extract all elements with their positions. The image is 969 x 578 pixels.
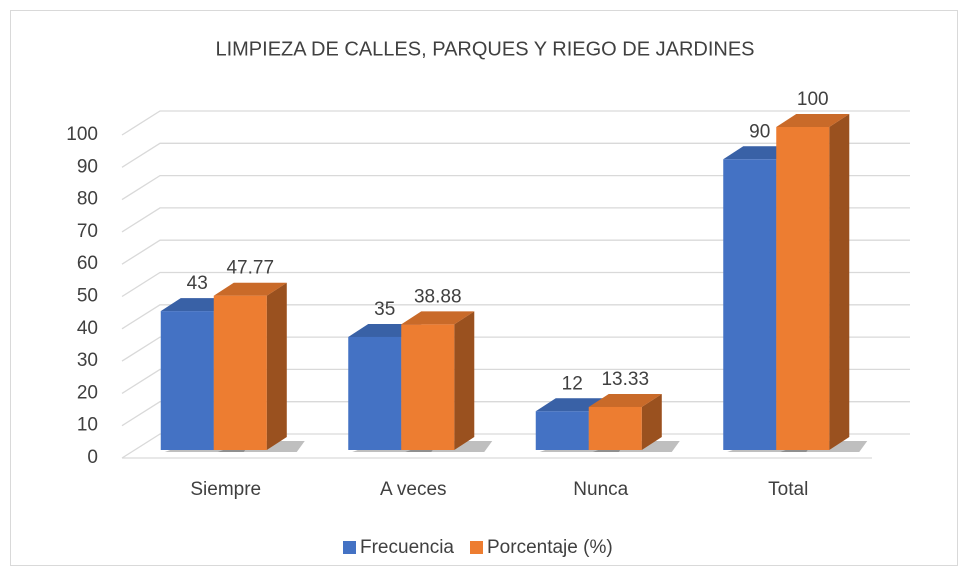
bar-side-shade: [641, 393, 662, 450]
bar: [348, 336, 402, 450]
y-tick-label: 100: [66, 124, 98, 145]
data-label: 38.88: [414, 286, 462, 307]
bar-top-shade: [776, 114, 850, 127]
bar-side-shade: [454, 311, 475, 450]
legend-swatch: [470, 541, 483, 554]
y-tick-label: 10: [77, 415, 98, 436]
y-tick-label: 60: [77, 253, 98, 274]
bar: [535, 411, 589, 450]
y-tick-label: 40: [77, 318, 98, 339]
y-tick-label: 80: [77, 189, 98, 210]
x-tick-label: Nunca: [573, 479, 628, 500]
bar-top: [776, 114, 850, 127]
bar: [401, 324, 455, 450]
bar-top: [401, 311, 475, 325]
grid-line: [121, 368, 910, 394]
x-tick-label: A veces: [380, 479, 447, 500]
bar-top-shade: [588, 393, 662, 407]
y-tick-label: 30: [77, 350, 98, 371]
x-tick-label: Total: [768, 479, 808, 500]
bar: [160, 311, 214, 450]
bar-side: [266, 282, 287, 450]
data-label: 13.33: [601, 369, 649, 390]
legend-label: Frecuencia: [360, 537, 454, 558]
grid-line: [121, 239, 910, 265]
bar: [213, 295, 267, 450]
data-label: 90: [749, 121, 770, 142]
data-label: 100: [797, 89, 829, 110]
grid-line: [121, 207, 910, 233]
bar: [776, 127, 830, 450]
y-tick-label: 50: [77, 286, 98, 307]
bar-top: [588, 393, 662, 407]
bar-top-shade: [213, 282, 287, 296]
legend-label: Porcentaje (%): [487, 537, 613, 558]
y-tick-label: 20: [77, 382, 98, 403]
x-tick-label: Siempre: [190, 479, 261, 500]
grid-line: [121, 110, 910, 136]
grid-line: [121, 174, 910, 201]
bar-side-shade: [829, 114, 850, 450]
bar-side: [829, 114, 850, 450]
legend-swatch: [343, 541, 356, 554]
grid-line: [121, 336, 910, 362]
y-tick-label: 70: [77, 221, 98, 242]
bar-side: [454, 311, 475, 450]
y-tick-label: 0: [87, 447, 98, 468]
bar-top: [213, 282, 287, 296]
grid-line: [121, 304, 910, 330]
y-tick-label: 90: [77, 156, 98, 177]
bar: [588, 406, 642, 450]
bar-side: [641, 393, 662, 450]
grid-line: [121, 271, 910, 298]
data-label: 47.77: [226, 258, 274, 279]
data-label: 35: [374, 299, 395, 320]
data-label: 12: [562, 373, 583, 394]
grid-line: [121, 142, 910, 168]
bar-top-shade: [401, 311, 475, 325]
data-label: 43: [187, 273, 208, 294]
bar-side-shade: [266, 282, 287, 450]
chart-title: LIMPIEZA DE CALLES, PARQUES Y RIEGO DE J…: [215, 38, 754, 60]
bar: [723, 159, 777, 451]
